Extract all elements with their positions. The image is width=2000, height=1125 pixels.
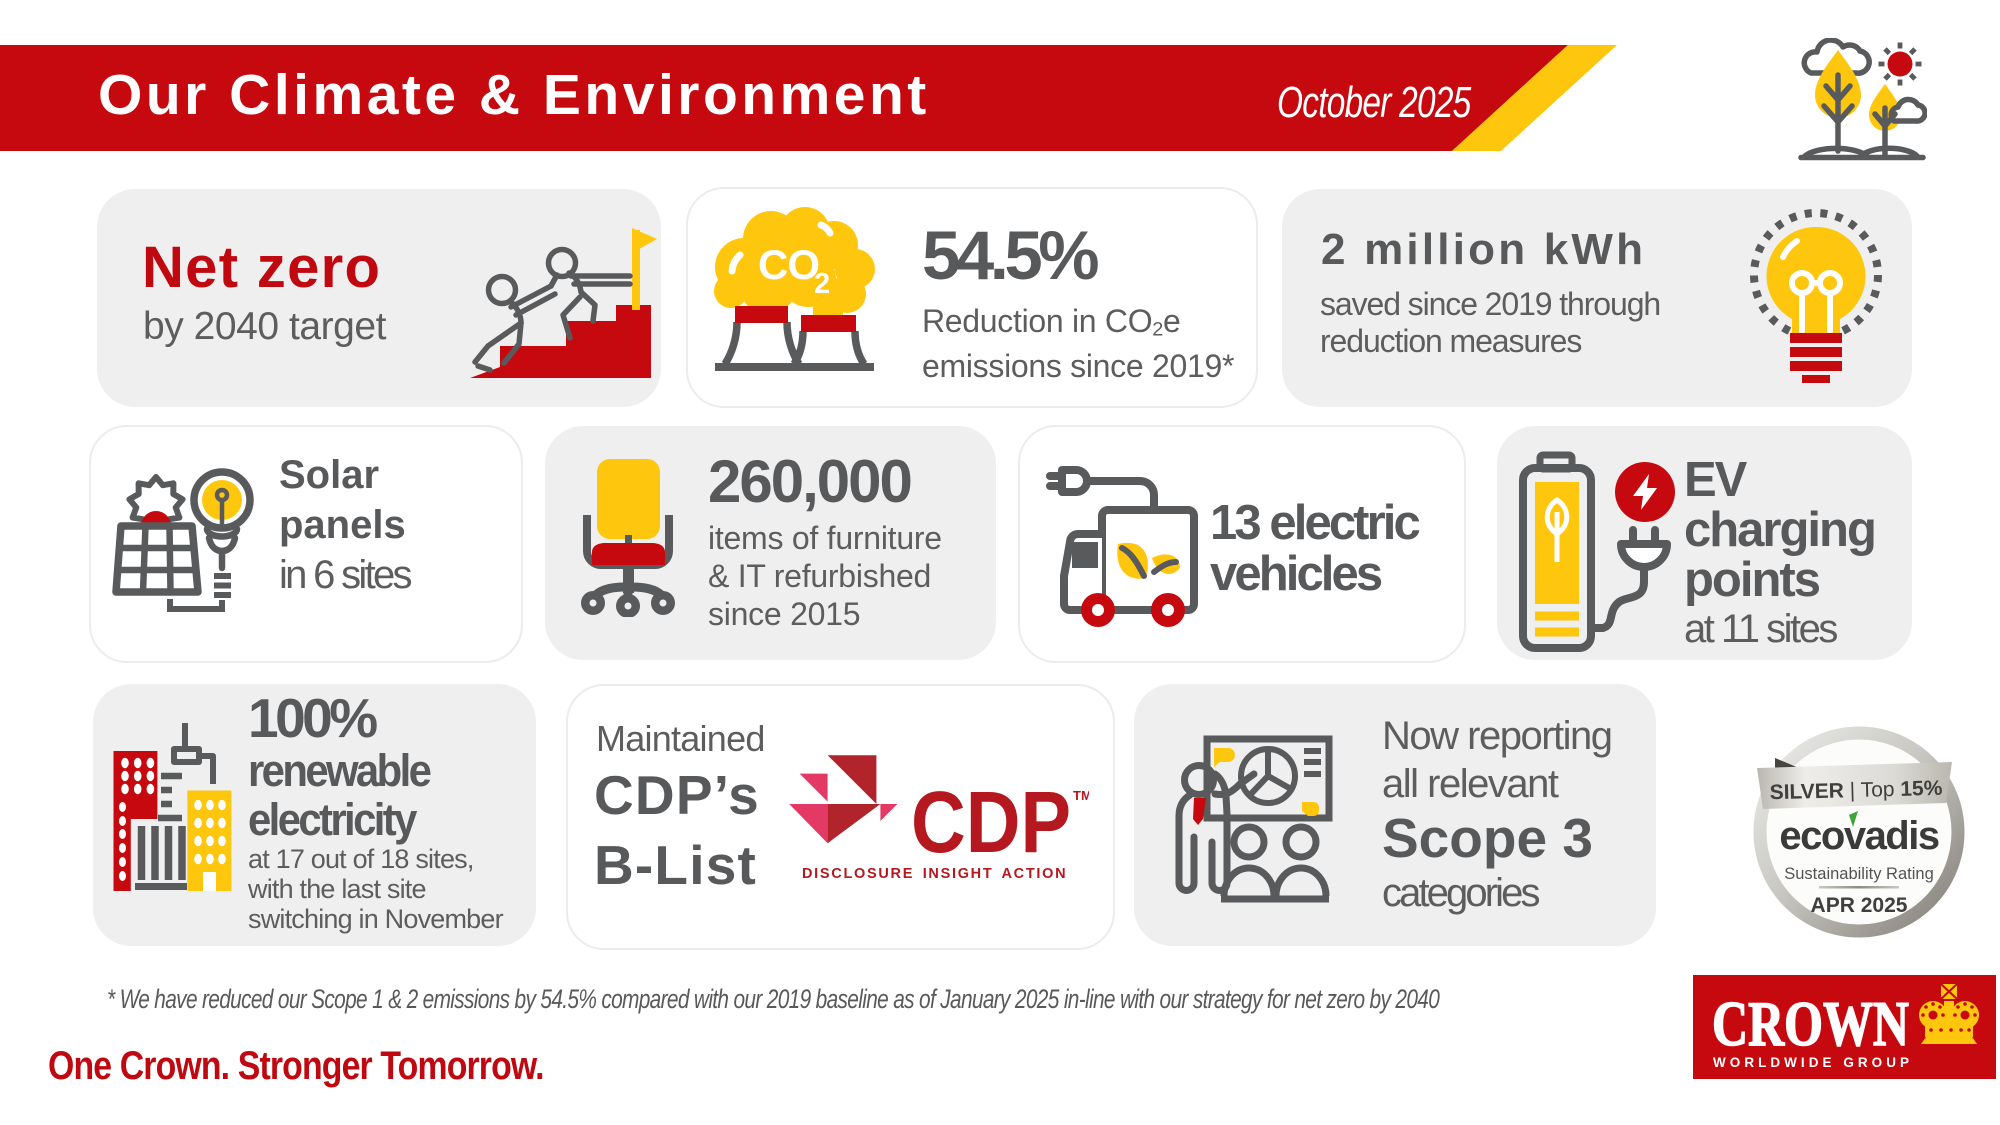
svg-text:WORLDWIDE GROUP: WORLDWIDE GROUP bbox=[1713, 1055, 1909, 1070]
svg-text:CROWN: CROWN bbox=[1712, 988, 1909, 1059]
svg-text:CDP: CDP bbox=[911, 774, 1071, 871]
svg-text:2: 2 bbox=[814, 268, 830, 300]
svg-text:DISCLOSURE INSIGHT ACTION: DISCLOSURE INSIGHT ACTION bbox=[802, 866, 1067, 882]
svg-text:ecovadis: ecovadis bbox=[1779, 814, 1938, 858]
svg-text:Sustainability Rating: Sustainability Rating bbox=[1784, 865, 1934, 883]
svg-text:APR 2025: APR 2025 bbox=[1811, 894, 1908, 917]
svg-text:SILVER | Top 15%: SILVER | Top 15% bbox=[1769, 777, 1943, 805]
svg-text:TM: TM bbox=[1073, 788, 1089, 803]
svg-text:CO: CO bbox=[758, 241, 819, 288]
